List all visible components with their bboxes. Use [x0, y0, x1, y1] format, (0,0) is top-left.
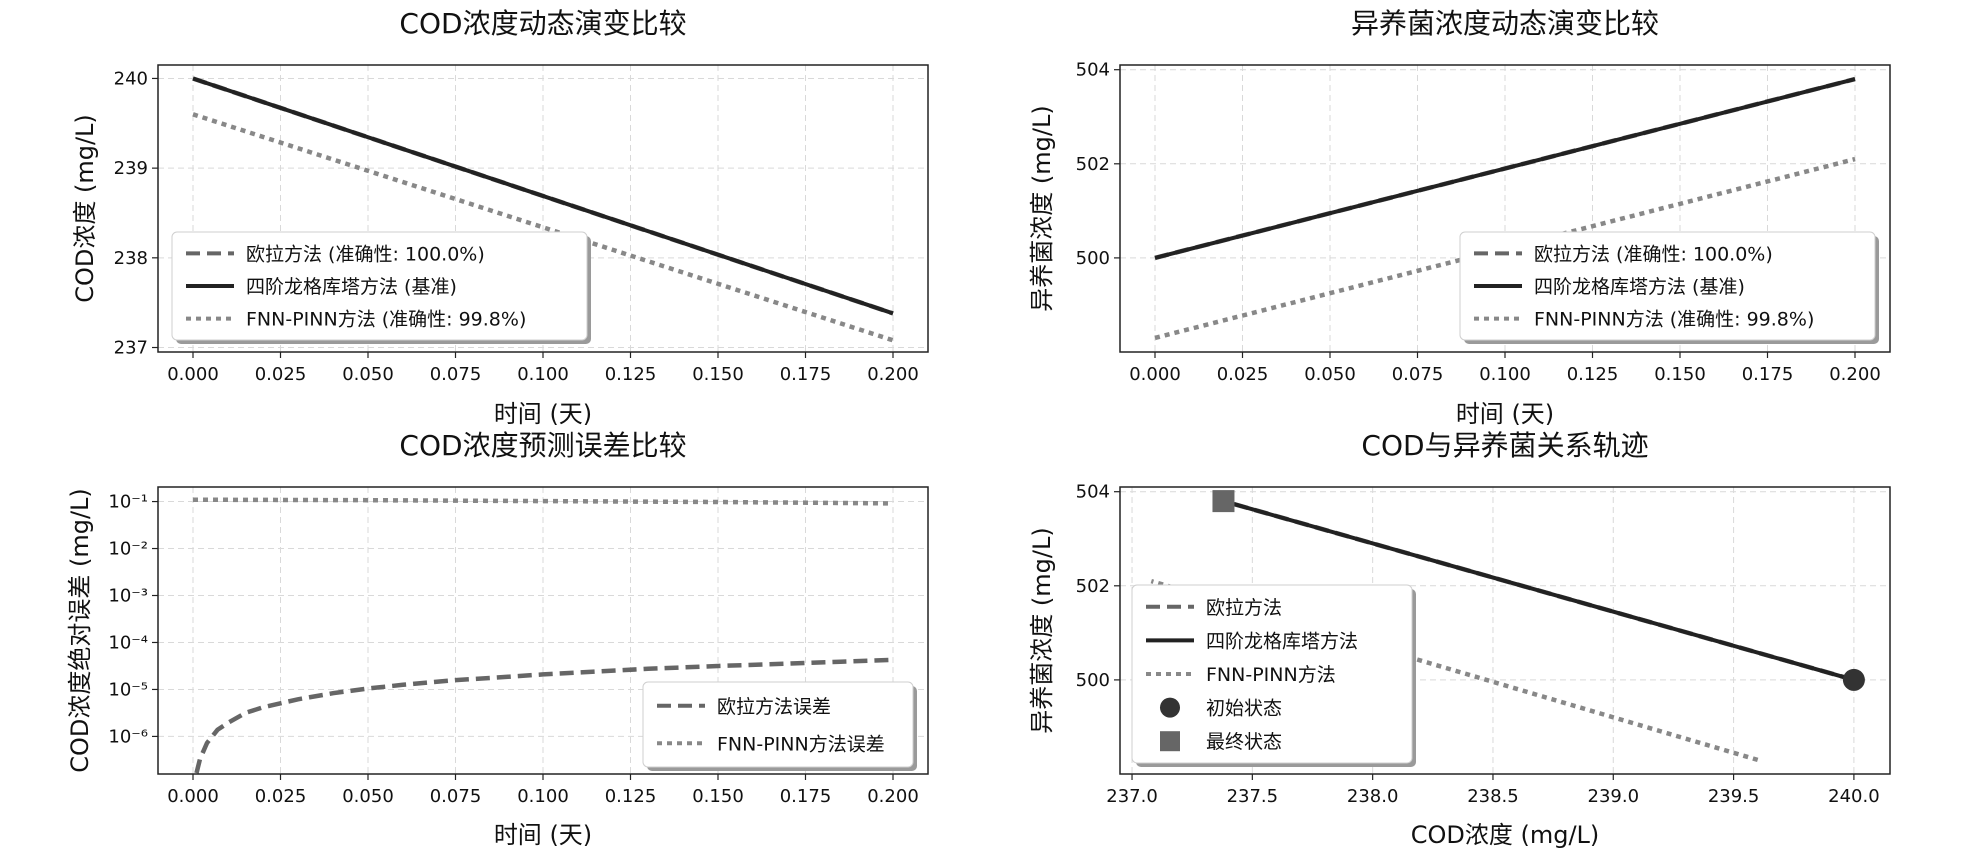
error-chart-panel: 0.000 0.025 0.050 0.075 0.100 0.125 0.150 0.175… — [66, 429, 929, 849]
y-tick-label: 237 — [114, 338, 148, 359]
x-tick-label: 0.175 — [1742, 364, 1794, 385]
series-line-0 — [194, 657, 894, 774]
legend-swatch-circle — [1160, 697, 1180, 718]
x-tick-label: 0.050 — [342, 786, 394, 807]
plot-frame — [1119, 486, 1891, 775]
y-axis-label: COD浓度 (mg/L) — [71, 114, 99, 303]
y-tick-label: 10⁻⁶ — [108, 726, 148, 747]
x-axis-label: 时间 (天) — [1456, 400, 1554, 428]
series-line-1 — [192, 76, 894, 316]
x-tick-label: 0.200 — [867, 786, 919, 807]
x-tick-label: 0.025 — [255, 786, 307, 807]
legend-entry-label: 欧拉方法 (准确性: 100.0%) — [1534, 243, 1773, 265]
trajectory-chart-panel: 237.0 237.5 238.0 238.5 239.0 239.5 240.0 500 50… — [1028, 429, 1891, 849]
x-tick-label: 238.0 — [1347, 786, 1399, 807]
x-tick-label: 0.125 — [605, 786, 657, 807]
x-tick-label: 0.150 — [692, 364, 744, 385]
legend-entry-label: 四阶龙格库塔方法 (基准) — [1534, 276, 1745, 298]
chart-title: COD与异养菌关系轨迹 — [1361, 429, 1648, 462]
x-tick-label: 0.100 — [517, 786, 569, 807]
x-tick-label: 239.5 — [1708, 786, 1760, 807]
x-tick-label: 237.5 — [1227, 786, 1279, 807]
legend-entry-label: 四阶龙格库塔方法 (基准) — [246, 276, 457, 298]
y-tick-label: 10⁻² — [108, 539, 148, 560]
chart-title: COD浓度预测误差比较 — [399, 429, 686, 462]
legend-box — [1459, 231, 1876, 341]
y-tick-label: 10⁻³ — [108, 586, 148, 607]
heterotroph-chart-panel: 0.000 0.025 0.050 0.075 0.100 0.125 0.150 0.175… — [1028, 7, 1891, 428]
x-tick-label: 0.175 — [780, 786, 832, 807]
legend-swatch-square — [1160, 731, 1180, 752]
chart-title: 异养菌浓度动态演变比较 — [1351, 7, 1659, 40]
x-tick-label: 0.125 — [1567, 364, 1619, 385]
series-line-1 — [1222, 499, 1855, 682]
y-tick-label: 10⁻⁵ — [108, 679, 148, 700]
x-tick-label: 0.000 — [1129, 364, 1181, 385]
y-tick-label: 10⁻¹ — [108, 492, 148, 513]
x-axis-label: 时间 (天) — [494, 821, 592, 849]
x-tick-label: 0.025 — [1217, 364, 1269, 385]
series-line-2 — [192, 112, 894, 343]
x-tick-label: 0.075 — [430, 364, 482, 385]
x-axis-label: COD浓度 (mg/L) — [1411, 821, 1600, 849]
x-tick-label: 0.000 — [167, 364, 219, 385]
x-tick-label: 0.150 — [692, 786, 744, 807]
legend-box — [1131, 584, 1413, 764]
x-tick-label: 0.075 — [430, 786, 482, 807]
legend-entry-label: 欧拉方法 — [1206, 597, 1282, 619]
y-tick-label: 238 — [114, 248, 148, 269]
y-tick-label: 504 — [1076, 482, 1110, 503]
y-tick-label: 504 — [1076, 60, 1110, 81]
x-tick-label: 240.0 — [1828, 786, 1880, 807]
legend-entry-label: FNN-PINN方法 — [1206, 664, 1336, 686]
y-tick-label: 10⁻⁴ — [108, 632, 148, 653]
legend-entry-label: 欧拉方法误差 — [717, 696, 831, 718]
y-axis-label: COD浓度绝对误差 (mg/L) — [66, 488, 94, 773]
x-tick-label: 0.050 — [342, 364, 394, 385]
legend-entry-label: FNN-PINN方法误差 — [717, 733, 885, 755]
y-axis-label: 异养菌浓度 (mg/L) — [1028, 527, 1056, 733]
legend-entry-label: FNN-PINN方法 (准确性: 99.8%) — [1534, 309, 1814, 331]
legend-entry-label: 初始状态 — [1206, 698, 1282, 720]
x-tick-label: 0.125 — [605, 364, 657, 385]
legend-box — [642, 681, 914, 768]
y-tick-label: 240 — [114, 68, 148, 89]
cod-chart-panel: 0.000 0.025 0.050 0.075 0.100 0.125 0.150 0.175… — [71, 7, 929, 428]
legend-entry-label: 最终状态 — [1206, 731, 1282, 753]
legend-entry-label: 四阶龙格库塔方法 — [1206, 630, 1358, 652]
marker-initial-state — [1842, 668, 1865, 691]
legend-entry-label: 欧拉方法 (准确性: 100.0%) — [246, 243, 485, 265]
x-tick-label: 0.100 — [1479, 364, 1531, 385]
x-tick-label: 0.150 — [1654, 364, 1706, 385]
series-line-1 — [1154, 77, 1856, 260]
x-axis-label: 时间 (天) — [494, 400, 592, 428]
legend-box — [171, 231, 588, 341]
marker-final-state — [1212, 490, 1235, 513]
x-tick-label: 0.075 — [1392, 364, 1444, 385]
chart-title: COD浓度动态演变比较 — [399, 7, 686, 40]
x-tick-label: 0.200 — [867, 364, 919, 385]
x-tick-label: 239.0 — [1588, 786, 1640, 807]
x-tick-label: 238.5 — [1467, 786, 1519, 807]
x-tick-label: 0.200 — [1829, 364, 1881, 385]
y-tick-label: 502 — [1076, 576, 1110, 597]
y-tick-label: 239 — [114, 158, 148, 179]
y-axis-label: 异养菌浓度 (mg/L) — [1028, 105, 1056, 311]
y-tick-label: 502 — [1076, 154, 1110, 175]
x-tick-label: 0.025 — [255, 364, 307, 385]
legend-entry-label: FNN-PINN方法 (准确性: 99.8%) — [246, 309, 526, 331]
series-line-1 — [192, 497, 894, 506]
y-tick-label: 500 — [1076, 248, 1110, 269]
x-tick-label: 0.175 — [780, 364, 832, 385]
y-tick-label: 500 — [1076, 670, 1110, 691]
x-tick-label: 237.0 — [1106, 786, 1158, 807]
x-tick-label: 0.050 — [1304, 364, 1356, 385]
x-tick-label: 0.100 — [517, 364, 569, 385]
x-tick-label: 0.000 — [167, 786, 219, 807]
